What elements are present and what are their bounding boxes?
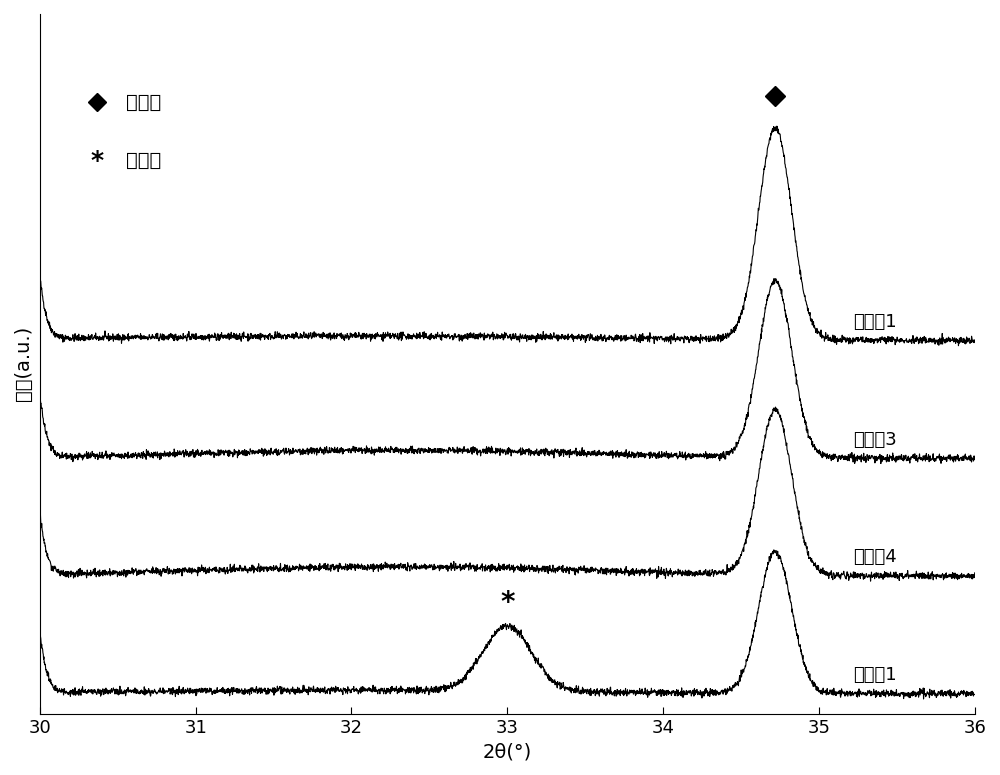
Text: 实施例4: 实施例4 bbox=[853, 548, 897, 567]
Text: 烧綠石: 烧綠石 bbox=[126, 92, 161, 112]
X-axis label: 2θ(°): 2θ(°) bbox=[483, 742, 532, 761]
Text: 实施例1: 实施例1 bbox=[853, 313, 897, 331]
Text: 对比例1: 对比例1 bbox=[853, 666, 897, 684]
Text: *: * bbox=[91, 149, 104, 173]
Text: 实施例3: 实施例3 bbox=[853, 431, 897, 449]
Y-axis label: 强度(a.u.): 强度(a.u.) bbox=[14, 326, 33, 401]
Text: 馒钐矿: 馒钐矿 bbox=[126, 151, 161, 170]
Text: *: * bbox=[500, 589, 515, 617]
